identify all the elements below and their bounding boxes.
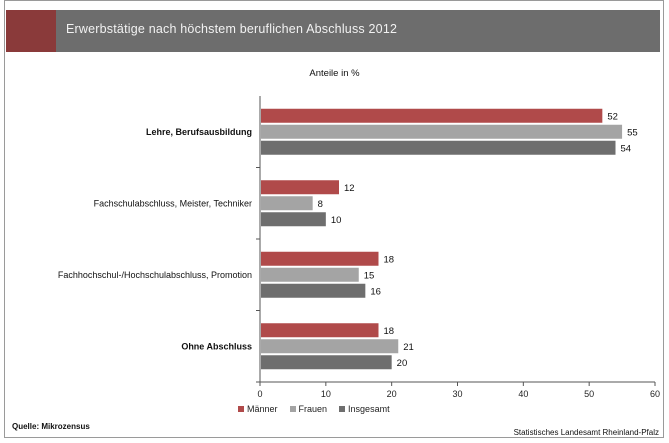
legend-swatch-series-1 [289,406,296,412]
data-label-3-0: 18 [384,326,395,337]
category-label-1: Fachschulabschluss, Meister, Techniker [94,198,252,208]
x-tick-label-4: 40 [518,389,528,399]
legend-item-series-1: Frauen [289,404,328,414]
data-label-3-1: 21 [403,342,414,353]
x-tick-label-1: 10 [321,389,331,399]
data-label-3-2: 20 [397,358,408,369]
data-label-1-2: 10 [331,215,342,226]
bar-0-2 [261,140,616,155]
bar-3-0 [261,323,379,338]
source-note: Quelle: Mikrozensus [12,422,90,431]
legend-label-series-2: Insgesamt [348,404,390,414]
bar-1-2 [261,212,326,227]
bar-1-1 [261,196,313,211]
legend-item-series-0: Männer [238,404,278,414]
category-label-3: Ohne Abschluss [181,341,252,351]
chart-legend: Männer Frauen Insgesamt [238,404,390,414]
category-label-0: Lehre, Berufsausbildung [146,127,252,137]
legend-item-series-2: Insgesamt [339,404,390,414]
bar-2-2 [261,283,366,298]
chart-title: Erwerbstätige nach höchstem beruflichen … [66,22,398,36]
chart-subtitle: Anteile in % [309,68,360,79]
data-label-1-0: 12 [344,183,355,194]
bar-3-2 [261,355,392,370]
bar-1-0 [261,180,339,195]
x-tick-label-6: 60 [650,389,660,399]
data-label-1-1: 8 [318,199,323,210]
title-accent [6,10,56,52]
data-label-0-1: 55 [627,127,638,138]
legend-label-series-1: Frauen [298,404,328,414]
data-label-0-0: 52 [607,111,618,122]
bar-0-0 [261,108,603,123]
data-label-0-2: 54 [621,143,632,154]
data-label-2-1: 15 [364,270,375,281]
legend-label-series-0: Männer [247,404,278,414]
title-bar [6,10,660,52]
publisher-note: Statistisches Landesamt Rheinland-Pfalz [513,428,659,437]
x-tick-label-5: 50 [584,389,594,399]
legend-swatch-series-0 [238,406,244,412]
x-tick-label-0: 0 [257,389,262,399]
legend-swatch-series-2 [339,406,346,412]
data-label-2-0: 18 [384,254,395,265]
x-tick-label-3: 30 [452,389,462,399]
bar-2-1 [261,267,359,282]
category-label-2: Fachhochschul-/Hochschulabschluss, Promo… [58,270,252,280]
data-label-2-2: 16 [370,286,381,297]
bar-2-0 [261,251,379,266]
bar-0-1 [261,124,623,139]
x-tick-label-2: 20 [387,389,397,399]
bar-3-1 [261,339,399,354]
